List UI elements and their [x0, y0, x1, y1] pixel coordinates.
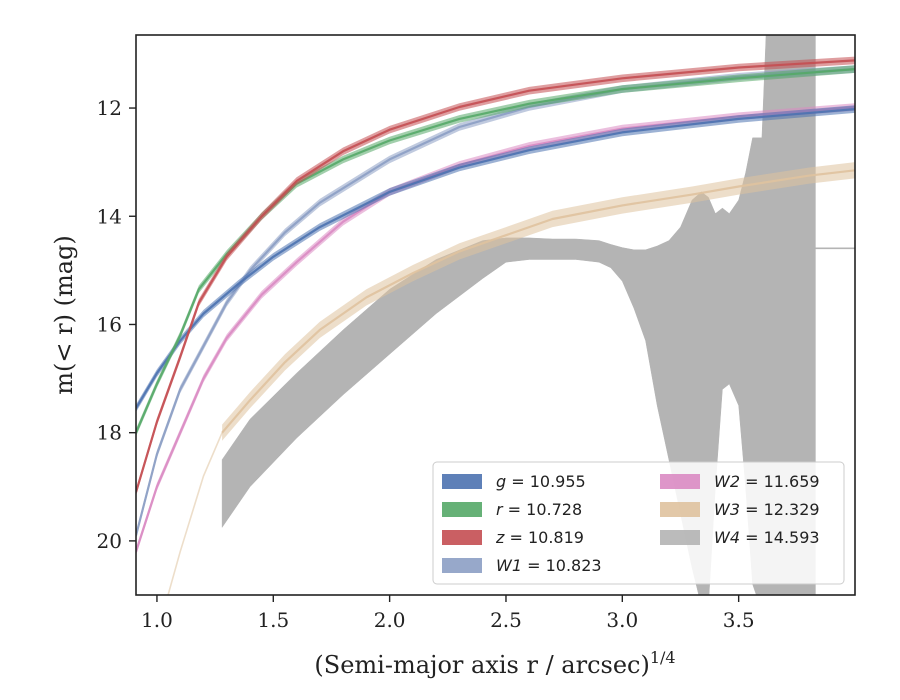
legend-label-g: g = 10.955	[496, 472, 586, 491]
y-tick-label: 16	[97, 312, 122, 336]
legend-label-w4: W4 = 14.593	[714, 528, 820, 547]
series-halo-w3	[167, 432, 223, 595]
series-band-w3	[222, 162, 855, 441]
y-tick-label: 18	[97, 421, 122, 445]
y-tick-label: 12	[97, 96, 122, 120]
ticks-layer: 1.0 1.5 2.0 2.5 3.0 3.5 12 14 16 18 20	[97, 96, 755, 632]
legend: g = 10.955 r = 10.728 z = 10.819 W1 = 10.82…	[432, 461, 845, 585]
legend-label-r: r = 10.728	[496, 500, 582, 519]
legend-label-z: z = 10.819	[495, 528, 584, 547]
legend-swatch-w2	[660, 474, 700, 489]
legend-label-w3: W3 = 12.329	[714, 500, 820, 519]
series-line-g	[136, 108, 855, 409]
legend-label-w1: W1 = 10.823	[496, 556, 602, 575]
x-tick-label: 2.5	[490, 608, 522, 632]
series-line-r	[136, 68, 855, 434]
x-tick-label: 2.0	[374, 608, 406, 632]
plot-frame	[135, 34, 856, 596]
legend-swatch-g	[442, 474, 482, 489]
y-tick-label: 20	[97, 529, 122, 553]
legend-swatch-r	[442, 502, 482, 517]
x-tick-label: 1.5	[257, 608, 289, 632]
legend-swatch-z	[442, 530, 482, 545]
series-line-w2	[136, 105, 855, 553]
legend-swatch-w1	[442, 558, 482, 573]
x-tick-label: 1.0	[141, 608, 173, 632]
legend-label-w2: W2 = 11.659	[714, 472, 820, 491]
y-axis-label: m(< r) (mag)	[50, 235, 78, 394]
series-line-w3	[221, 169, 855, 434]
legend-swatch-w3	[660, 502, 700, 517]
legend-box	[432, 461, 845, 585]
legend-swatch-w4	[660, 530, 700, 545]
y-tick-label: 14	[97, 204, 122, 228]
x-tick-label: 3.5	[723, 608, 755, 632]
x-axis-label: (Semi-major axis r / arcsec)1/4	[314, 648, 675, 679]
series-band-z	[136, 56, 855, 496]
series-line-z	[136, 59, 855, 493]
x-tick-label: 3.0	[606, 608, 638, 632]
